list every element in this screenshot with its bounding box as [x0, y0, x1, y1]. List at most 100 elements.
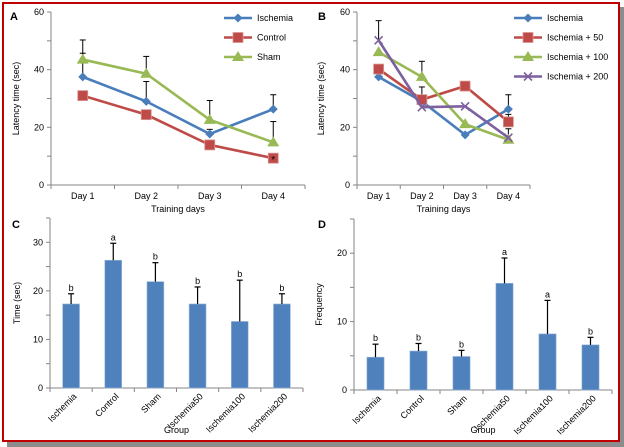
legend-marker	[233, 13, 243, 23]
x-tick-label: Ischemia	[350, 393, 383, 426]
significance-label: b	[69, 283, 74, 293]
x-tick-label: Sham	[139, 391, 163, 415]
series-line-ischemia-50	[377, 68, 510, 123]
data-point-triangle	[76, 53, 89, 64]
data-point-x-stroke	[460, 101, 470, 111]
data-point-diamond	[374, 72, 384, 82]
significance-label: a	[111, 232, 116, 242]
significance-asterisk: *	[271, 155, 275, 166]
panel-b: 0 20 40 60 Latency time (sec) Training days B D…	[316, 7, 608, 214]
y-tick-label: 0	[38, 383, 43, 393]
bar	[188, 303, 207, 389]
legend-marker	[523, 13, 533, 23]
panel-d: 0 10 20 Frequency Group Db Ischemia b Control b Sh…	[314, 218, 613, 436]
legend-label: Control	[257, 33, 286, 43]
series-line-ischemia-100	[377, 50, 509, 141]
bar	[538, 333, 557, 391]
bar	[231, 321, 249, 389]
bar	[452, 356, 471, 391]
x-tick-label: Day 3	[198, 191, 222, 201]
data-point-x-stroke	[374, 35, 384, 45]
data-point-square	[267, 152, 279, 164]
data-point-diamond	[503, 104, 513, 114]
y-tick-label: 30	[33, 237, 43, 247]
x-tick-label: Day 1	[367, 191, 391, 201]
series-line-sham	[82, 58, 274, 144]
series-line-ischemia	[82, 75, 274, 136]
y-tick-label: 0	[39, 180, 44, 190]
data-point-triangle	[267, 136, 280, 147]
legend-label: Ischemia + 100	[547, 52, 608, 62]
data-point-triangle	[140, 67, 153, 78]
y-axis-title: Latency time (sec)	[11, 62, 21, 136]
legend-label: Ischemia + 200	[547, 72, 608, 82]
y-tick-label: 60	[340, 7, 350, 17]
y-tick-label: 10	[33, 334, 43, 344]
bar	[581, 344, 600, 391]
x-tick-label: Ischemia	[46, 391, 79, 424]
y-tick-label: 10	[337, 317, 347, 327]
legend-marker	[522, 51, 534, 61]
significance-label: b	[279, 283, 284, 293]
data-point-x	[460, 101, 470, 111]
significance-label: b	[588, 326, 593, 336]
panel-letter: C	[12, 219, 20, 231]
legend-label: Ischemia	[547, 13, 583, 23]
significance-label: b	[459, 339, 464, 349]
x-tick-label: Ischemia200	[246, 391, 289, 434]
x-tick-label: Day 4	[261, 191, 285, 201]
data-point-diamond	[141, 96, 151, 106]
x-tick-label: Sham	[445, 393, 469, 417]
data-point-x	[417, 102, 427, 112]
data-point-square	[140, 109, 152, 121]
x-tick-label: Ischemia200	[555, 393, 598, 436]
legend-marker-stroke	[523, 71, 533, 82]
bar	[495, 282, 514, 391]
y-tick-label: 0	[345, 180, 350, 190]
data-point-x-stroke	[503, 133, 513, 143]
data-point-triangle	[459, 118, 472, 129]
data-point-square	[502, 116, 514, 128]
legend-marker	[232, 51, 244, 61]
data-point-triangle	[415, 70, 428, 81]
y-axis-title: Frequency	[314, 283, 324, 326]
data-point-square	[373, 63, 385, 75]
significance-label: b	[416, 332, 421, 342]
y-tick-label: 20	[340, 122, 350, 132]
significance-label: b	[237, 269, 242, 279]
data-point-square	[204, 139, 216, 151]
y-tick-label: 20	[33, 286, 43, 296]
data-point-square	[459, 80, 471, 92]
x-axis-title: Training days	[417, 204, 471, 214]
legend: Ischemia Control Sham	[224, 13, 293, 62]
bar	[409, 350, 428, 391]
panel-letter: D	[318, 219, 326, 231]
y-tick-label: 20	[34, 122, 44, 132]
data-point-x-stroke	[417, 102, 427, 112]
y-tick-label: 40	[340, 65, 350, 75]
x-tick-label: Control	[398, 393, 426, 421]
y-axis-title: Time (sec)	[12, 282, 22, 324]
x-tick-label: Ischemia100	[512, 393, 555, 436]
panel-c: 0 10 20 30 Time (sec) Group Cb Ischemia a Control…	[12, 217, 304, 435]
data-point-diamond	[268, 104, 278, 114]
x-tick-label: Ischemia100	[204, 391, 247, 434]
bar	[104, 259, 122, 389]
data-point-diamond	[205, 129, 215, 139]
panel-letter: B	[318, 11, 326, 23]
legend-marker	[522, 32, 534, 43]
data-point-triangle	[203, 113, 216, 124]
data-point-triangle	[372, 46, 385, 57]
data-point-square	[77, 90, 89, 102]
bar	[366, 356, 385, 391]
significance-label: a	[502, 247, 507, 257]
panel-a: 0 20 40 60 Latency time (sec) Training days A D…	[10, 7, 306, 214]
legend-marker	[523, 71, 533, 82]
significance-label: a	[545, 289, 550, 299]
significance-label: b	[373, 333, 378, 343]
data-point-x	[503, 133, 513, 143]
legend-label: Ischemia	[257, 13, 293, 23]
bar	[62, 303, 80, 389]
bar	[273, 303, 291, 389]
